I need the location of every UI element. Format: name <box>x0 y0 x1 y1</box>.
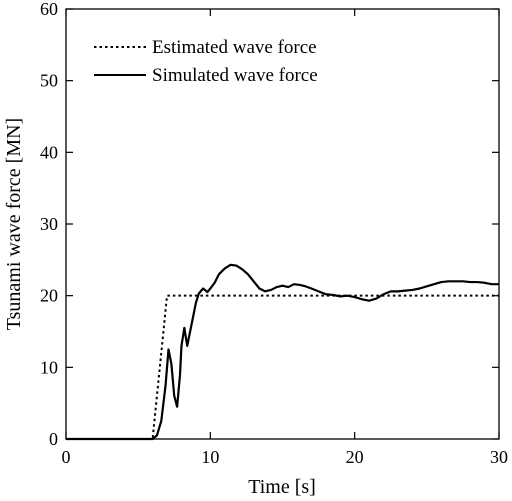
legend-label-simulated: Simulated wave force <box>152 65 318 86</box>
x-axis-label: Time [s] <box>248 476 316 498</box>
series-line-simulated <box>66 263 499 441</box>
legend: Estimated wave force Simulated wave forc… <box>94 37 318 86</box>
y-tick-label: 20 <box>40 286 58 306</box>
y-tick-label: 50 <box>40 71 58 91</box>
tick-labels: 0 10 20 30 0 10 20 30 40 50 60 <box>40 0 508 467</box>
y-tick-label: 10 <box>40 357 58 377</box>
legend-label-estimated: Estimated wave force <box>152 37 317 58</box>
x-tick-label: 0 <box>62 447 71 467</box>
x-tick-label: 20 <box>346 447 364 467</box>
y-tick-label: 40 <box>40 142 58 162</box>
series-lines <box>66 263 499 441</box>
x-tick-label: 30 <box>490 447 508 467</box>
y-axis-label: Tsunami wave force [MN] <box>3 118 25 330</box>
y-tick-label: 60 <box>40 0 58 19</box>
y-tick-label: 30 <box>40 214 58 234</box>
x-tick-label: 10 <box>201 447 219 467</box>
series-line-estimated <box>66 294 499 440</box>
y-tick-label: 0 <box>49 429 58 449</box>
